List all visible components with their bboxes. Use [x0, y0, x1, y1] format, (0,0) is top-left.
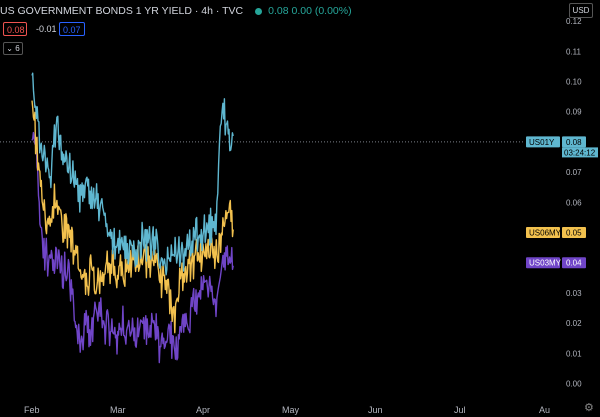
series-name-label: US01Y — [529, 138, 555, 147]
y-tick-label: 0.11 — [566, 47, 582, 56]
price-tag-us03my: US03MY 0.04 — [526, 257, 586, 269]
y-axis: 0.12 0.11 0.10 0.09 0.08 0.07 0.06 0.05 0.04 0.03… — [566, 17, 582, 388]
y-tick-label: 0.07 — [566, 168, 582, 177]
y-tick-label: 0.09 — [566, 108, 582, 117]
series-name-label: US06MY — [529, 229, 562, 238]
ohlc-values: 0.08 0.00 (0.00%) — [268, 5, 352, 17]
series-line-us06my — [31, 100, 234, 334]
price-tag-us06my: US06MY 0.05 — [526, 227, 586, 238]
y-tick-label: 0.10 — [566, 78, 582, 87]
symbol-title[interactable]: US GOVERNMENT BONDS 1 YR YIELD · 4h · TV… — [0, 5, 244, 17]
spread-value: -0.01 — [36, 24, 57, 34]
indicators-toggle[interactable]: ⌄ 6 — [3, 42, 23, 55]
y-tick-label: 0.06 — [566, 198, 582, 207]
gear-icon[interactable]: ⚙ — [584, 402, 594, 414]
x-tick-label: May — [282, 405, 300, 415]
y-tick-label: 0.01 — [566, 349, 582, 358]
chart-header: US GOVERNMENT BONDS 1 YR YIELD · 4h · TV… — [0, 4, 352, 18]
bar-countdown: 03:24:12 — [564, 148, 596, 157]
x-tick-label: Mar — [110, 405, 126, 415]
series-last-value: 0.04 — [566, 259, 582, 268]
x-axis: Feb Mar Apr May Jun Jul Au — [24, 405, 550, 415]
y-tick-label: 0.03 — [566, 289, 582, 298]
series-line-us03my — [31, 131, 234, 364]
x-tick-label: Feb — [24, 405, 40, 415]
market-status-icon — [255, 7, 263, 15]
x-tick-label: Au — [539, 405, 550, 415]
y-tick-label: 0.12 — [566, 17, 582, 26]
x-tick-label: Apr — [196, 405, 210, 415]
series-last-value: 0.08 — [566, 138, 582, 147]
series-last-value: 0.05 — [566, 229, 582, 238]
x-tick-label: Jun — [368, 405, 383, 415]
series-line-us01y — [31, 72, 234, 276]
y-tick-label: 0.00 — [566, 380, 582, 389]
series-name-label: US03MY — [529, 259, 562, 268]
sell-button[interactable]: 0.08 — [3, 22, 27, 36]
currency-label[interactable]: USD — [569, 3, 593, 18]
y-tick-label: 0.02 — [566, 319, 582, 328]
buy-button[interactable]: 0.07 — [59, 22, 85, 36]
x-tick-label: Jul — [454, 405, 466, 415]
